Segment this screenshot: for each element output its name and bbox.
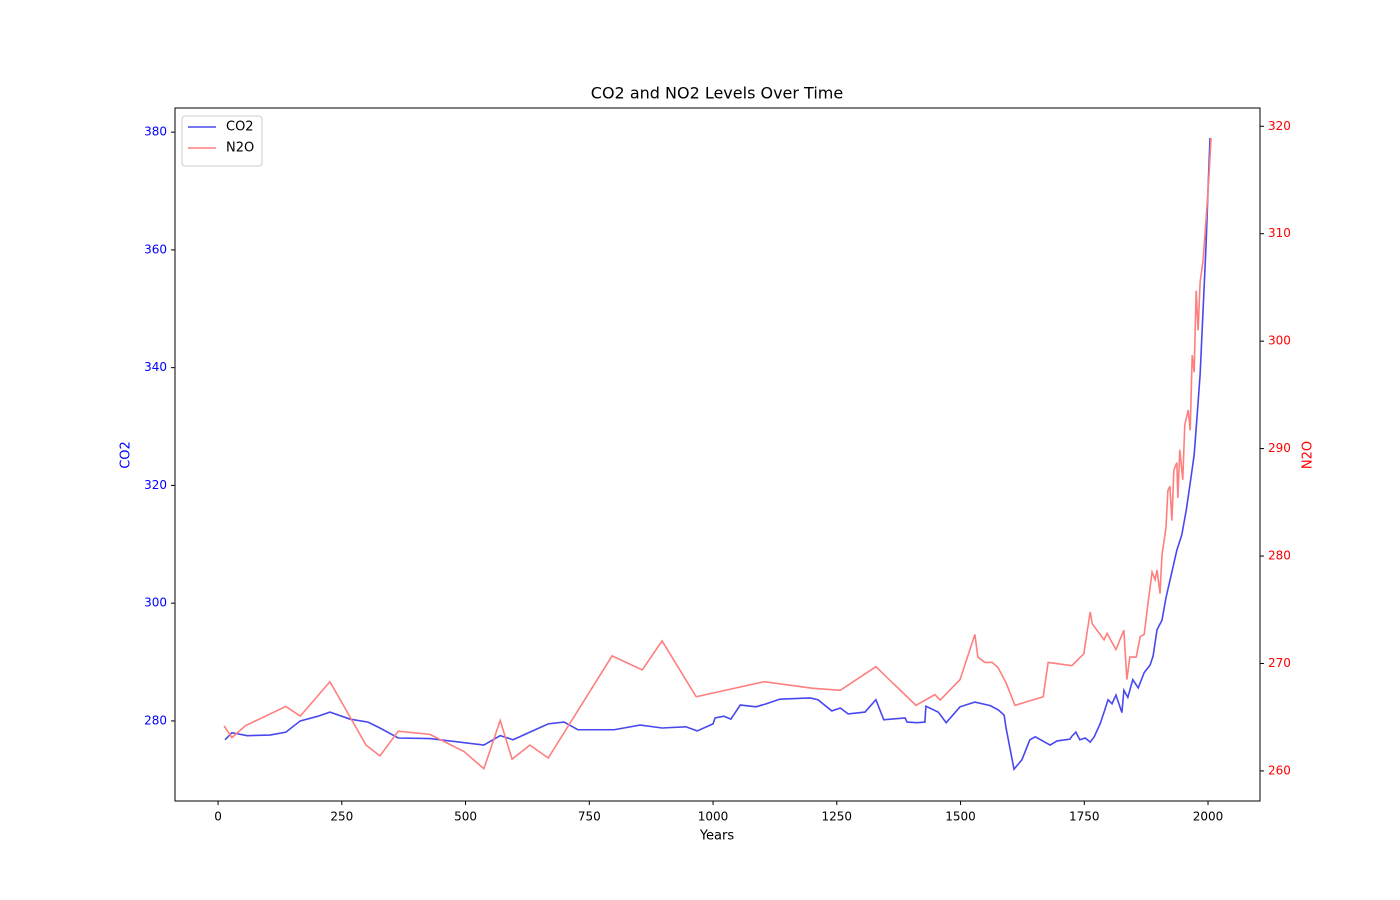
y-tick-label: 280 (144, 713, 167, 727)
line-series (223, 138, 1212, 771)
x-tick-label: 1250 (822, 810, 853, 824)
y2-tick-label: 260 (1268, 763, 1291, 777)
y2-tick-label: 270 (1268, 656, 1291, 670)
y-tick-label: 300 (144, 596, 167, 610)
legend-box (181, 115, 263, 167)
y2-tick-label: 300 (1268, 334, 1291, 348)
x-tick-label: 500 (454, 810, 477, 824)
legend-label: CO2 (226, 120, 254, 135)
line-series (224, 137, 1211, 772)
y2-tick-label: 290 (1268, 441, 1291, 455)
plot-frame (174, 107, 1261, 802)
y-tick-label: 380 (144, 125, 167, 139)
x-tick-label: 250 (330, 810, 353, 824)
x-tick-label: 2000 (1193, 810, 1224, 824)
x-tick-label: 750 (578, 810, 601, 824)
y-tick-label: 340 (144, 360, 167, 374)
y2-tick-label: 280 (1268, 549, 1291, 563)
y-tick-label: 320 (144, 478, 167, 492)
legend-label: N2O (226, 141, 254, 156)
y2-tick-label: 320 (1268, 119, 1291, 133)
chart-title: CO2 and NO2 Levels Over Time (591, 84, 843, 103)
x-axis-title: Years (699, 829, 735, 844)
x-tick-label: 1750 (1069, 810, 1100, 824)
y2-tick-label: 310 (1268, 226, 1291, 240)
y-tick-label: 360 (144, 242, 167, 256)
x-tick-label: 0 (214, 810, 222, 824)
x-tick-label: 1000 (698, 810, 729, 824)
x-tick-label: 1500 (945, 810, 976, 824)
y-axis-title: CO2 (119, 441, 134, 469)
y2-axis-title: N2O (1301, 441, 1316, 469)
